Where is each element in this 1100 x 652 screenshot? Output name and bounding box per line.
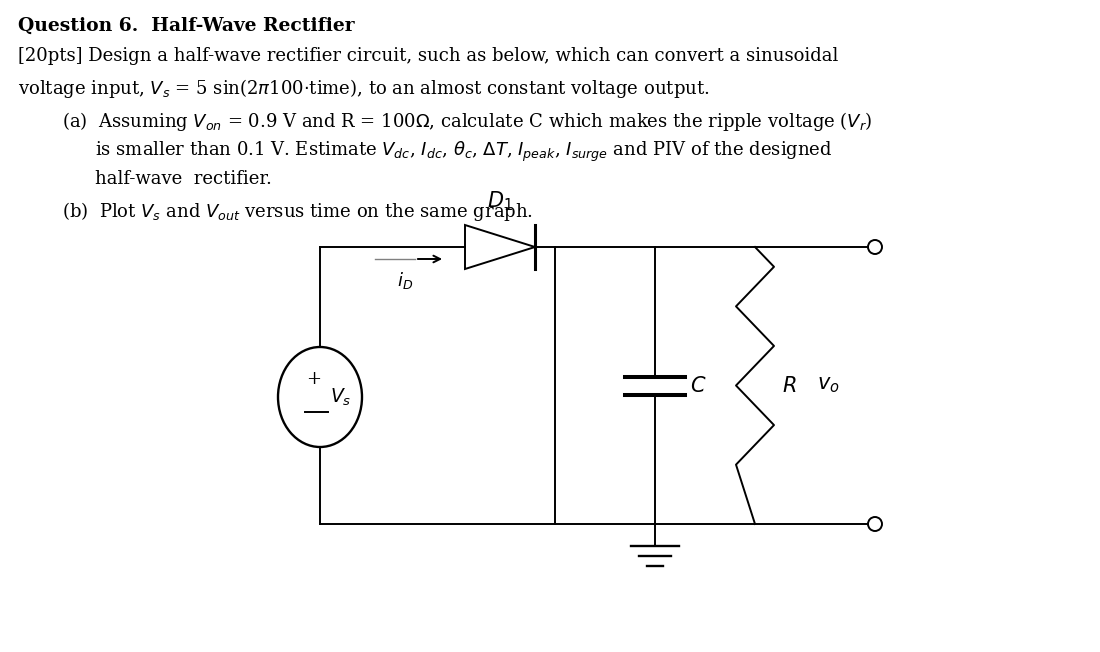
Text: $v_o$: $v_o$ xyxy=(817,376,839,395)
Text: (b)  Plot $V_s$ and $V_{out}$ versus time on the same graph.: (b) Plot $V_s$ and $V_{out}$ versus time… xyxy=(62,200,534,223)
Text: +: + xyxy=(307,370,321,388)
Text: $i_D$: $i_D$ xyxy=(397,270,414,291)
Text: is smaller than 0.1 V. Estimate $V_{dc}$, $I_{dc}$, $\theta_c$, $\Delta T$, $I_{: is smaller than 0.1 V. Estimate $V_{dc}$… xyxy=(95,140,833,164)
Text: Question 6.  Half-Wave Rectifier: Question 6. Half-Wave Rectifier xyxy=(18,17,354,35)
Text: $D_1$: $D_1$ xyxy=(487,189,513,213)
Circle shape xyxy=(868,240,882,254)
Text: half-wave  rectifier.: half-wave rectifier. xyxy=(95,170,272,188)
Text: $C$: $C$ xyxy=(690,376,706,396)
Circle shape xyxy=(868,517,882,531)
Text: $V_s$: $V_s$ xyxy=(330,387,351,408)
Text: $R$: $R$ xyxy=(782,376,796,396)
Text: (a)  Assuming $V_{on}$ = 0.9 V and R = 100$\Omega$, calculate C which makes the : (a) Assuming $V_{on}$ = 0.9 V and R = 10… xyxy=(62,110,872,133)
Text: voltage input, $V_s$ = 5 sin(2$\pi$100$\cdot$time), to an almost constant voltag: voltage input, $V_s$ = 5 sin(2$\pi$100$\… xyxy=(18,77,710,100)
Text: [20pts] Design a half-wave rectifier circuit, such as below, which can convert a: [20pts] Design a half-wave rectifier cir… xyxy=(18,47,838,65)
